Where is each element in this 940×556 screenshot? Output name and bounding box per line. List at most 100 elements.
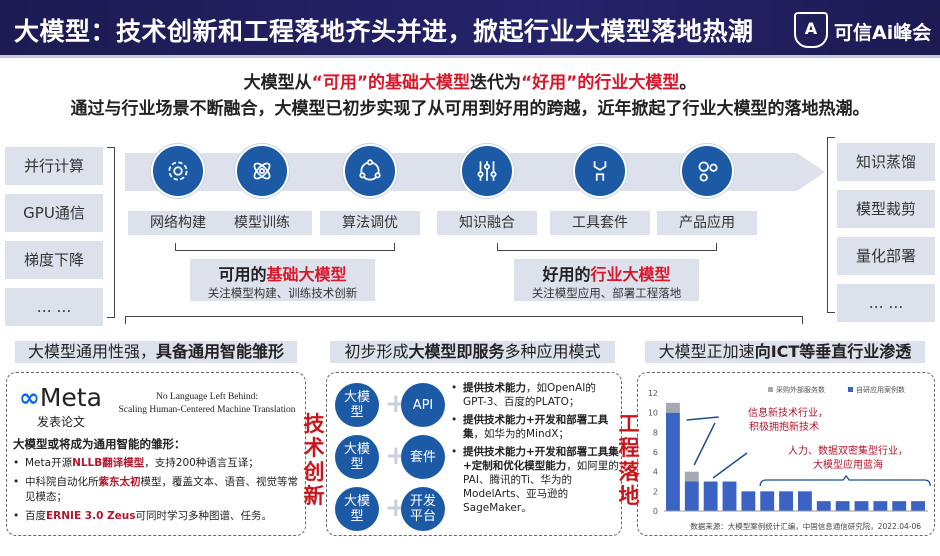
model-circle: 大模型 bbox=[335, 383, 379, 427]
left-bracket bbox=[107, 147, 115, 318]
y-tick-label: 6 bbox=[653, 448, 658, 457]
group-basic-model: 可用的基础大模型 关注模型构建、训练技术创新 bbox=[190, 259, 375, 301]
y-tick-label: 4 bbox=[653, 468, 658, 477]
atom-stage-circle bbox=[235, 144, 289, 198]
bullet: 提供技术能力+开发和部署工具集+定制和优化模型能力，如阿里的PAI、腾讯的Ti、… bbox=[449, 445, 619, 515]
legend-label: 采购外部服务数 bbox=[776, 385, 825, 394]
nodes-icon bbox=[698, 161, 718, 182]
headline-2: 通过与行业场景不断融合，大模型已初步实现了从可用到好用的跨越，近年掀起了行业大模… bbox=[70, 99, 870, 119]
stage-label: 工具套件 bbox=[550, 211, 650, 235]
legend-swatch bbox=[848, 387, 853, 392]
section-title-3: 大模型正加速向ICT等垂直行业渗透 bbox=[645, 341, 925, 363]
stage-label: 知识融合 bbox=[437, 211, 537, 235]
bar-selfdev bbox=[816, 501, 831, 511]
legend-label: 自研应用案例数 bbox=[856, 385, 905, 394]
stage-label: 算法调优 bbox=[320, 211, 420, 235]
stage-label: 模型训练 bbox=[212, 211, 312, 235]
right-bracket bbox=[827, 137, 835, 313]
right-technique-item: 模型裁剪 bbox=[837, 190, 935, 228]
bar-purchased bbox=[684, 471, 699, 482]
y-tick-label: 8 bbox=[653, 428, 658, 437]
y-tick-label: 12 bbox=[648, 389, 658, 398]
gear-icon bbox=[168, 161, 188, 181]
annotation: 积极拥抱新技术 bbox=[749, 420, 819, 433]
brace bbox=[759, 474, 931, 487]
service-mode-circle: API bbox=[401, 383, 445, 427]
meta-bullets: Meta开源NLLB翻译模型，支持200种语言互译； 中科院自动化所紫东太初模型… bbox=[11, 456, 301, 528]
bar-selfdev bbox=[760, 491, 775, 511]
meta-panel: ∞Meta 发表论文 No Language Left Behind: Scali… bbox=[6, 372, 306, 536]
bar-selfdev bbox=[854, 501, 869, 511]
bullet: 百度ERNIE 3.0 Zeus可同时学习多种图谱、任务。 bbox=[11, 509, 301, 524]
legend-swatch bbox=[768, 387, 773, 392]
model-circle: 大模型 bbox=[335, 487, 379, 531]
label-tech-innovation: 技术创新 bbox=[303, 412, 325, 508]
headline-1: 大模型从“可用”的基础大模型迭代为“好用”的行业大模型。 bbox=[243, 73, 697, 93]
model-circle: 大模型 bbox=[335, 435, 379, 479]
sliders-icon bbox=[477, 161, 497, 181]
arrow bbox=[686, 416, 719, 421]
cycle-icon bbox=[359, 159, 381, 181]
group-bracket bbox=[175, 243, 395, 251]
arrow bbox=[712, 452, 748, 479]
right-technique-item: 量化部署 bbox=[837, 237, 935, 275]
bullet: 提供技术能力，如OpenAI的GPT-3、百度的PLATO； bbox=[449, 381, 619, 409]
stage-label: 网络构建 bbox=[128, 211, 228, 235]
bottom-bracket bbox=[125, 316, 803, 324]
left-technique-item: 梯度下降 bbox=[5, 241, 103, 279]
bar-selfdev bbox=[779, 491, 793, 511]
nodes-stage-circle bbox=[680, 144, 734, 198]
bar-selfdev bbox=[873, 501, 888, 511]
shield-ai-logo-icon: A bbox=[794, 12, 828, 48]
annotation: 大模型应用蓝海 bbox=[813, 458, 883, 471]
paper-title: No Language Left Behind: Scaling Human-Ce… bbox=[118, 392, 296, 415]
bar-selfdev bbox=[666, 412, 680, 511]
label-engineering: 工程落地 bbox=[618, 412, 640, 508]
bar-selfdev bbox=[798, 491, 812, 511]
bar-selfdev bbox=[684, 481, 699, 511]
chart-source: 数据来源：大模型案例统计汇编，中国信息通信研究院，2022.04-06 bbox=[690, 521, 921, 531]
section-title-1: 大模型通用性强，具备通用智能雏形 bbox=[15, 341, 297, 363]
wrench-icon bbox=[593, 161, 607, 181]
arrow bbox=[693, 422, 716, 466]
bar-selfdev bbox=[892, 501, 907, 511]
page-title: 大模型：技术创新和工程落地齐头并进，掀起行业大模型落地热潮 bbox=[14, 17, 754, 46]
bullet: 中科院自动化所紫东太初模型，覆盖文本、语音、视觉等常见模态； bbox=[11, 475, 301, 505]
meta-logo: ∞Meta bbox=[19, 383, 102, 412]
bar-selfdev bbox=[703, 481, 718, 511]
right-technique-item: 知识蒸馏 bbox=[837, 143, 935, 181]
bar-selfdev bbox=[835, 501, 850, 511]
header-bar: 大模型：技术创新和工程落地齐头并进，掀起行业大模型落地热潮 A 可信Ai峰会 bbox=[0, 0, 940, 58]
bar-purchased bbox=[666, 402, 680, 413]
stage-label: 产品应用 bbox=[657, 211, 757, 235]
y-tick-label: 0 bbox=[653, 507, 658, 516]
service-mode-circle: 套件 bbox=[401, 435, 445, 479]
brand-name: 可信Ai峰会 bbox=[834, 22, 932, 44]
y-tick-label: 10 bbox=[648, 409, 658, 418]
bar-selfdev bbox=[741, 491, 756, 511]
gear-stage-circle bbox=[151, 144, 205, 198]
atom-icon bbox=[253, 162, 271, 180]
wrench-stage-circle bbox=[573, 144, 627, 198]
left-technique-item: … … bbox=[5, 288, 103, 326]
left-technique-item: 并行计算 bbox=[5, 147, 103, 185]
annotation: 信息新技术行业， bbox=[748, 406, 828, 419]
maas-bullets: 提供技术能力，如OpenAI的GPT-3、百度的PLATO； 提供技术能力+开发… bbox=[449, 381, 619, 519]
cycle-stage-circle bbox=[343, 144, 397, 198]
chart-panel: 0 2 4 6 8 10 12 采购外部服务数 自研应用案例数信息新技术行业， 积极拥抱新技术人力… bbox=[637, 372, 935, 536]
group-bracket bbox=[497, 243, 717, 251]
meta-tag: 发表论文 bbox=[37, 415, 86, 429]
service-mode-circle: 开发平台 bbox=[401, 487, 445, 531]
meta-heading: 大模型或将成为通用智能的雏形： bbox=[13, 437, 186, 451]
right-technique-item: … … bbox=[837, 284, 935, 322]
annotation: 人力、数据双密集型行业， bbox=[788, 444, 908, 457]
left-technique-item: GPU通信 bbox=[5, 194, 103, 232]
industry-bar-chart: 0 2 4 6 8 10 12 采购外部服务数 自研应用案例数信息新技术行业，积极拥抱新技术人力… bbox=[648, 385, 931, 531]
y-tick-label: 2 bbox=[653, 487, 658, 496]
bullet: Meta开源NLLB翻译模型，支持200种语言互译； bbox=[11, 456, 301, 471]
bar-selfdev bbox=[722, 481, 737, 511]
bullet: 提供技术能力+开发和部署工具集，如华为的MindX； bbox=[449, 413, 619, 441]
bar-selfdev bbox=[911, 501, 925, 511]
section-title-2: 初步形成大模型即服务多种应用模式 bbox=[330, 341, 615, 363]
